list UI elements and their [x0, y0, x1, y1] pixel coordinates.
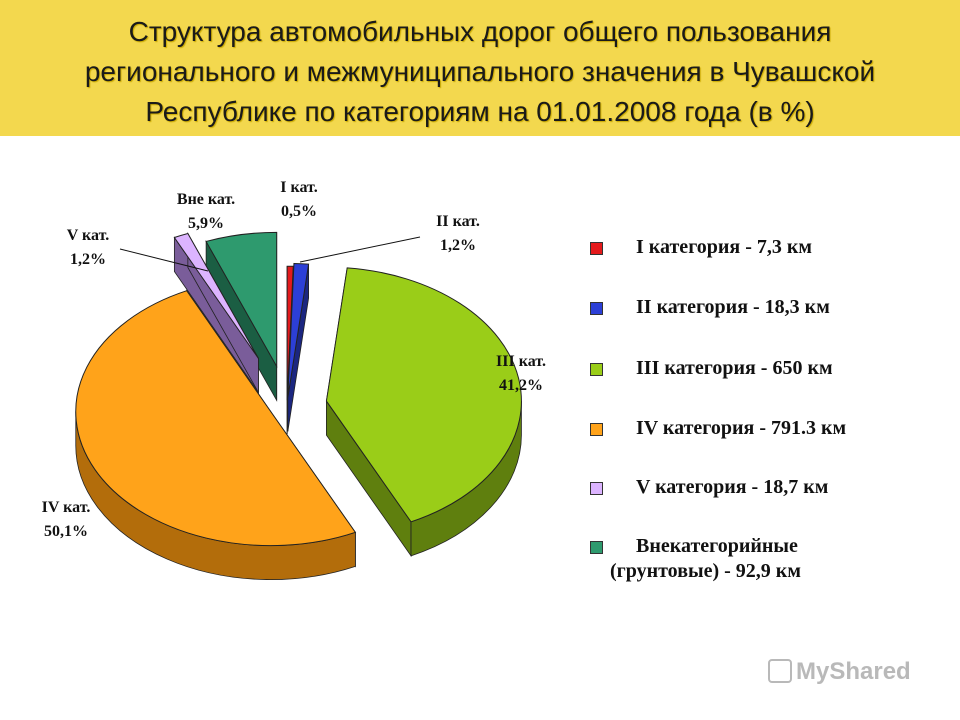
title-banner: Структура автомобильных дорог общего пол… — [0, 0, 960, 136]
slice-category-label-1: I кат. — [280, 179, 317, 196]
pie-slice-4 — [75, 290, 357, 546]
legend-swatch-cat4 — [590, 423, 603, 436]
slice-category-label-5: V кат. — [67, 227, 109, 244]
slice-category-label-6: Вне кат. — [177, 191, 235, 208]
legend-swatch-cat2 — [590, 302, 603, 315]
pie-slice-1 — [286, 265, 294, 401]
legend-label-cat1: I категория - 7,3 км — [636, 236, 813, 258]
legend-swatch-cat5 — [590, 482, 603, 495]
legend-label-cat-other-2: (грунтовые) - 92,9 км — [610, 560, 801, 582]
pie-slice-3 — [325, 267, 522, 523]
legend-label-cat5: V категория - 18,7 км — [636, 476, 829, 498]
slice-category-label-4: IV кат. — [42, 499, 91, 516]
slice-value-label-2: 1,2% — [440, 237, 476, 254]
slice-value-label-6: 5,9% — [188, 215, 224, 232]
leader-line-5 — [119, 248, 209, 272]
pie-slice-2 — [287, 262, 310, 398]
legend-label-cat2: II категория - 18,3 км — [636, 296, 830, 318]
myshared-logo-icon — [768, 658, 792, 683]
slice-value-label-5: 1,2% — [70, 251, 106, 268]
legend-label-cat4: IV категория - 791.3 км — [636, 417, 847, 439]
pie-slice-6 — [205, 231, 278, 369]
slice-category-label-3: III кат. — [496, 353, 546, 370]
slice-value-label-4: 50,1% — [44, 523, 88, 540]
watermark-text: MyShared — [796, 658, 911, 685]
title-line-1: Структура автомобильных дорог общего пол… — [128, 16, 832, 47]
slice-category-label-2: II кат. — [436, 213, 480, 230]
legend-swatch-cat1 — [590, 242, 603, 255]
legend-swatch-cat-other — [590, 541, 603, 554]
legend-label-cat3: III категория - 650 км — [636, 357, 833, 379]
pie-slice-5 — [173, 232, 259, 359]
legend-label-cat-other: Внекатегорийные — [636, 535, 798, 557]
pie-chart: I кат. 0,5% II кат. 1,2% III кат. 41,2% IV кат… — [42, 179, 546, 580]
legend-swatch-cat3 — [590, 363, 603, 376]
title-line-3: Республике по категориям на 01.01.2008 г… — [145, 96, 815, 127]
leader-line-2 — [299, 236, 421, 263]
title-line-2: регионального и межмуниципального значен… — [84, 56, 876, 87]
slice-value-label-3: 41,2% — [499, 377, 543, 394]
chart-title: Структура автомобильных дорог общего пол… — [60, 12, 900, 132]
slice-value-label-1: 0,5% — [281, 203, 317, 220]
watermark: MyShared — [768, 658, 911, 686]
